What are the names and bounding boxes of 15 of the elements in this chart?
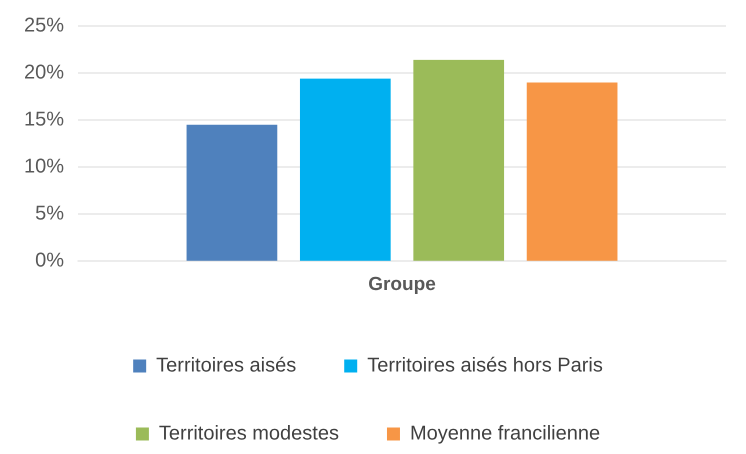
legend-label: Territoires modestes <box>158 422 339 445</box>
y-tick-label: 20% <box>24 62 64 84</box>
y-tick-label: 0% <box>35 250 64 272</box>
x-tick-label: Groupe <box>368 274 436 295</box>
legend-label: Moyenne francilienne <box>410 422 600 445</box>
bar <box>413 60 504 261</box>
bar <box>186 124 278 261</box>
bar <box>300 78 391 261</box>
bar <box>526 82 618 261</box>
y-tick-label: 25% <box>24 14 64 37</box>
legend-label: Territoires aisés <box>156 354 296 377</box>
y-tick-label: 10% <box>24 156 64 178</box>
legend-label: Territoires aisés hors Paris <box>367 354 603 377</box>
y-tick-label: 5% <box>35 202 64 225</box>
y-tick-label: 15% <box>24 108 64 131</box>
